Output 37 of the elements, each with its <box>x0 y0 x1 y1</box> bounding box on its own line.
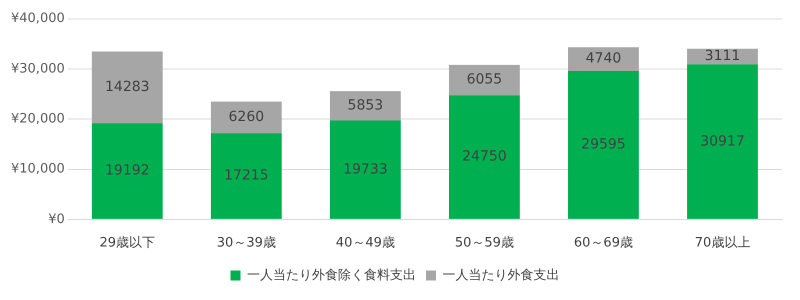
bar <box>330 120 401 219</box>
y-tick-label: ¥10,000 <box>10 162 65 177</box>
legend-label: 一人当たり外食支出 <box>442 268 560 283</box>
data-label: 19192 <box>105 162 150 179</box>
data-label: 6055 <box>466 72 502 88</box>
bar <box>568 70 639 219</box>
bar <box>210 102 282 134</box>
bar <box>92 123 163 219</box>
y-tick-label: ¥40,000 <box>10 11 65 26</box>
x-tick-label: 50～59歳 <box>454 236 514 251</box>
bar <box>568 47 639 71</box>
bar <box>448 64 520 96</box>
data-label: 3111 <box>704 48 740 64</box>
bar <box>210 133 282 219</box>
data-label: 6260 <box>228 109 264 126</box>
bar <box>687 48 758 64</box>
legend-label: 一人当たり外食除く食料支出 <box>247 268 416 283</box>
data-label: 5853 <box>348 97 384 114</box>
bar <box>687 64 758 219</box>
bar <box>92 52 163 124</box>
x-tick-label: 29歳以下 <box>100 236 156 251</box>
y-tick-label: ¥20,000 <box>10 111 65 126</box>
data-label: 19733 <box>343 161 388 178</box>
data-label: 4740 <box>586 50 622 67</box>
y-tick-label: ¥0 <box>48 212 65 227</box>
x-tick-label: 30～39歳 <box>216 236 276 251</box>
x-tick-label: 40～49歳 <box>336 236 395 251</box>
data-label: 17215 <box>224 168 269 184</box>
bar <box>330 91 401 120</box>
bar <box>448 95 520 219</box>
data-label: 14283 <box>105 78 150 95</box>
x-tick-label: 70歳以上 <box>694 236 750 251</box>
x-tick-label: 60～69歳 <box>574 236 633 251</box>
data-label: 30917 <box>700 133 745 150</box>
data-label: 29595 <box>581 136 626 153</box>
data-label: 24750 <box>462 148 507 165</box>
y-tick-label: ¥30,000 <box>10 61 65 76</box>
